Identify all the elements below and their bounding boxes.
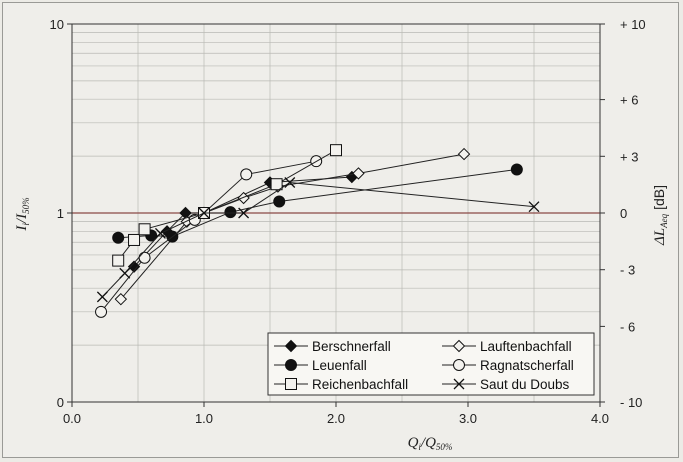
legend-item: Lauftenbachfall	[442, 339, 572, 354]
data-point	[238, 207, 250, 219]
legend-label: Saut du Doubs	[480, 377, 570, 392]
x-tick-label: 0.0	[63, 411, 81, 426]
legend-item: Leuenfall	[274, 358, 367, 373]
y-tick-label: 10	[50, 17, 64, 32]
data-point	[127, 260, 141, 273]
y2-axis-label: ΔLAeq [dB]	[651, 185, 669, 246]
data-point	[198, 207, 210, 219]
x-label-mid: /Q	[420, 435, 436, 451]
series-layer	[95, 144, 540, 318]
data-point	[154, 227, 166, 239]
legend-item: Reichenbachfall	[274, 377, 408, 392]
legend-item: Berschnerfall	[274, 339, 391, 354]
data-point	[237, 191, 250, 205]
y2-tick-label: - 10	[620, 395, 642, 410]
y2-tick-label: + 10	[620, 17, 646, 32]
y2-tick-label: + 3	[620, 149, 638, 164]
legend-marker	[285, 359, 297, 371]
y-label-mid: /I	[14, 213, 30, 224]
data-point	[114, 292, 128, 306]
data-point	[138, 223, 151, 236]
legend-marker	[452, 339, 466, 353]
data-point	[273, 195, 286, 208]
y2-tick-label: - 3	[620, 263, 635, 278]
x-label-main: Q	[408, 435, 419, 451]
y-label-sub2: 50%	[21, 197, 31, 214]
y2-tick-label: - 6	[620, 319, 635, 334]
y-axis-label: Ii/I50%	[14, 197, 31, 231]
data-point	[457, 147, 471, 161]
series-leuenfall	[112, 163, 523, 244]
data-point	[330, 144, 342, 157]
y-label-main: I	[14, 225, 30, 232]
y2-tick-label: 0	[620, 206, 627, 221]
y-tick-label: 0	[57, 395, 64, 410]
legend-label: Ragnatscherfall	[480, 358, 574, 373]
x-axis-ticks: 0.0 1.0 2.0 3.0 4.0	[63, 402, 609, 426]
legend-marker	[284, 339, 298, 353]
data-point	[95, 305, 108, 318]
y2-label-main: ΔL	[652, 228, 668, 246]
data-point	[284, 177, 296, 188]
data-point	[352, 167, 365, 180]
x-tick-label: 3.0	[459, 411, 477, 426]
legend-label: Reichenbachfall	[312, 377, 408, 392]
legend-marker	[453, 378, 465, 390]
y-tick-label: 1	[57, 206, 64, 221]
y2-axis-ticks: + 10 + 6 + 3 0 - 3 - 6 - 10	[600, 17, 646, 410]
data-point	[224, 206, 237, 219]
data-point	[270, 178, 283, 191]
data-point	[96, 291, 108, 303]
data-point	[112, 254, 125, 267]
legend-box	[267, 332, 595, 396]
data-point	[510, 163, 523, 176]
x-label-sub1: i	[418, 442, 421, 452]
series-line	[101, 181, 535, 298]
y2-label-sub: Aeq	[659, 213, 669, 228]
data-point	[128, 233, 141, 246]
y2-tick-label: + 6	[620, 93, 638, 108]
series-saut-du-doubs	[96, 177, 540, 303]
x-axis-label: Qi/Q50%	[408, 435, 453, 452]
y2-label-unit: [dB]	[651, 185, 667, 210]
y-label-sub1: i	[21, 223, 31, 226]
series-line	[133, 176, 352, 268]
x-tick-label: 2.0	[327, 411, 345, 426]
legend: Berschnerfall Lauftenbachfall Leuenfall Rag…	[267, 332, 595, 396]
data-point	[138, 251, 151, 264]
data-point	[112, 231, 125, 244]
legend-label: Berschnerfall	[312, 339, 391, 354]
x-tick-label: 1.0	[195, 411, 213, 426]
x-tick-label: 4.0	[591, 411, 609, 426]
x-label-sub2: 50%	[436, 442, 453, 452]
legend-item: Ragnatscherfall	[442, 358, 574, 373]
legend-label: Leuenfall	[312, 358, 367, 373]
data-point	[528, 201, 540, 213]
data-point	[240, 168, 253, 181]
legend-marker	[453, 359, 465, 371]
y-axis-ticks: 0 1 10	[50, 17, 72, 410]
legend-marker	[285, 378, 297, 390]
data-point	[119, 267, 131, 279]
legend-label: Lauftenbachfall	[480, 339, 572, 354]
legend-item: Saut du Doubs	[442, 377, 570, 392]
